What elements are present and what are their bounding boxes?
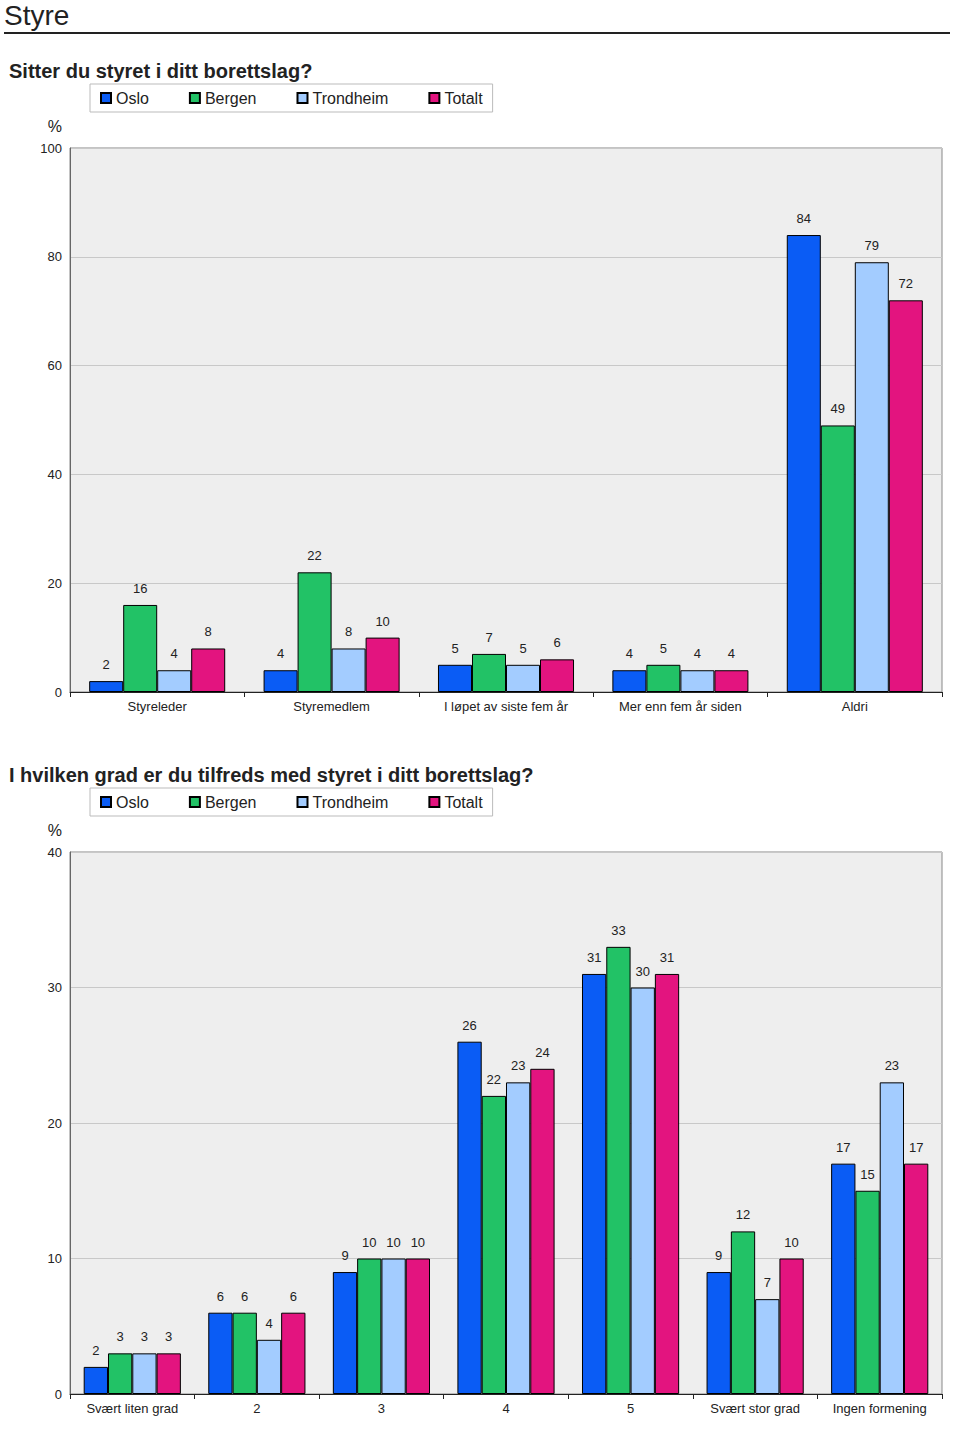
svg-text:6: 6 bbox=[217, 1289, 224, 1304]
svg-text:79: 79 bbox=[865, 238, 879, 253]
svg-text:17: 17 bbox=[836, 1140, 850, 1155]
svg-text:Totalt: Totalt bbox=[444, 794, 483, 811]
svg-text:15: 15 bbox=[860, 1167, 874, 1182]
svg-text:Mer enn fem år siden: Mer enn fem år siden bbox=[619, 699, 742, 714]
svg-text:17: 17 bbox=[909, 1140, 923, 1155]
svg-text:2: 2 bbox=[92, 1343, 99, 1358]
svg-text:Styremedlem: Styremedlem bbox=[293, 699, 370, 714]
svg-text:6: 6 bbox=[553, 635, 560, 650]
svg-text:31: 31 bbox=[660, 950, 674, 965]
svg-text:3: 3 bbox=[117, 1329, 124, 1344]
svg-text:%: % bbox=[48, 118, 62, 135]
svg-text:0: 0 bbox=[55, 1387, 62, 1402]
svg-text:9: 9 bbox=[341, 1248, 348, 1263]
svg-text:22: 22 bbox=[307, 548, 321, 563]
svg-text:9: 9 bbox=[715, 1248, 722, 1263]
svg-text:7: 7 bbox=[764, 1275, 771, 1290]
svg-text:12: 12 bbox=[736, 1207, 750, 1222]
svg-text:30: 30 bbox=[635, 964, 649, 979]
svg-text:10: 10 bbox=[48, 1251, 62, 1266]
svg-text:4: 4 bbox=[694, 646, 701, 661]
svg-text:31: 31 bbox=[587, 950, 601, 965]
svg-text:84: 84 bbox=[797, 211, 811, 226]
svg-text:100: 100 bbox=[40, 141, 62, 156]
svg-text:10: 10 bbox=[362, 1235, 376, 1250]
svg-text:Aldri: Aldri bbox=[842, 699, 868, 714]
svg-text:6: 6 bbox=[290, 1289, 297, 1304]
svg-text:33: 33 bbox=[611, 923, 625, 938]
svg-text:23: 23 bbox=[885, 1058, 899, 1073]
svg-text:3: 3 bbox=[165, 1329, 172, 1344]
svg-text:Trondheim: Trondheim bbox=[312, 794, 388, 811]
svg-text:7: 7 bbox=[485, 630, 492, 645]
svg-text:16: 16 bbox=[133, 581, 147, 596]
svg-text:5: 5 bbox=[627, 1401, 634, 1416]
svg-text:80: 80 bbox=[48, 249, 62, 264]
svg-text:Svært stor grad: Svært stor grad bbox=[710, 1401, 800, 1416]
svg-text:26: 26 bbox=[462, 1018, 476, 1033]
svg-text:Styreleder: Styreleder bbox=[128, 699, 188, 714]
svg-text:Oslo: Oslo bbox=[116, 794, 149, 811]
svg-text:Oslo: Oslo bbox=[116, 90, 149, 107]
svg-text:Trondheim: Trondheim bbox=[312, 90, 388, 107]
svg-text:22: 22 bbox=[487, 1072, 501, 1087]
svg-text:I hvilken grad er du tilfreds: I hvilken grad er du tilfreds med styret… bbox=[9, 764, 534, 786]
svg-text:4: 4 bbox=[171, 646, 178, 661]
svg-text:5: 5 bbox=[519, 641, 526, 656]
svg-text:5: 5 bbox=[451, 641, 458, 656]
svg-text:Ingen formening: Ingen formening bbox=[833, 1401, 927, 1416]
svg-text:10: 10 bbox=[375, 614, 389, 629]
svg-text:20: 20 bbox=[48, 1116, 62, 1131]
svg-text:4: 4 bbox=[265, 1316, 272, 1331]
svg-text:Totalt: Totalt bbox=[444, 90, 483, 107]
svg-text:10: 10 bbox=[411, 1235, 425, 1250]
svg-text:49: 49 bbox=[831, 401, 845, 416]
html-text:Styre: Styre bbox=[4, 0, 70, 31]
svg-text:40: 40 bbox=[48, 845, 62, 860]
svg-text:2: 2 bbox=[253, 1401, 260, 1416]
svg-text:4: 4 bbox=[277, 646, 284, 661]
svg-text:10: 10 bbox=[784, 1235, 798, 1250]
svg-text:4: 4 bbox=[728, 646, 735, 661]
svg-text:8: 8 bbox=[345, 624, 352, 639]
svg-text:Sitter du styret i ditt borett: Sitter du styret i ditt borettslag? bbox=[9, 60, 312, 82]
svg-text:72: 72 bbox=[899, 276, 913, 291]
svg-text:Svært liten grad: Svært liten grad bbox=[86, 1401, 178, 1416]
svg-text:6: 6 bbox=[241, 1289, 248, 1304]
svg-text:10: 10 bbox=[386, 1235, 400, 1250]
svg-text:4: 4 bbox=[502, 1401, 509, 1416]
svg-text:60: 60 bbox=[48, 358, 62, 373]
svg-text:30: 30 bbox=[48, 980, 62, 995]
svg-text:40: 40 bbox=[48, 467, 62, 482]
svg-text:5: 5 bbox=[660, 641, 667, 656]
svg-text:3: 3 bbox=[141, 1329, 148, 1344]
svg-text:4: 4 bbox=[626, 646, 633, 661]
svg-text:8: 8 bbox=[205, 624, 212, 639]
svg-text:24: 24 bbox=[535, 1045, 549, 1060]
svg-text:%: % bbox=[48, 822, 62, 839]
svg-text:23: 23 bbox=[511, 1058, 525, 1073]
svg-text:I løpet av siste fem år: I løpet av siste fem år bbox=[444, 699, 569, 714]
svg-text:Bergen: Bergen bbox=[205, 794, 257, 811]
svg-text:2: 2 bbox=[103, 657, 110, 672]
svg-text:0: 0 bbox=[55, 685, 62, 700]
svg-text:Bergen: Bergen bbox=[205, 90, 257, 107]
svg-text:3: 3 bbox=[378, 1401, 385, 1416]
svg-text:20: 20 bbox=[48, 576, 62, 591]
